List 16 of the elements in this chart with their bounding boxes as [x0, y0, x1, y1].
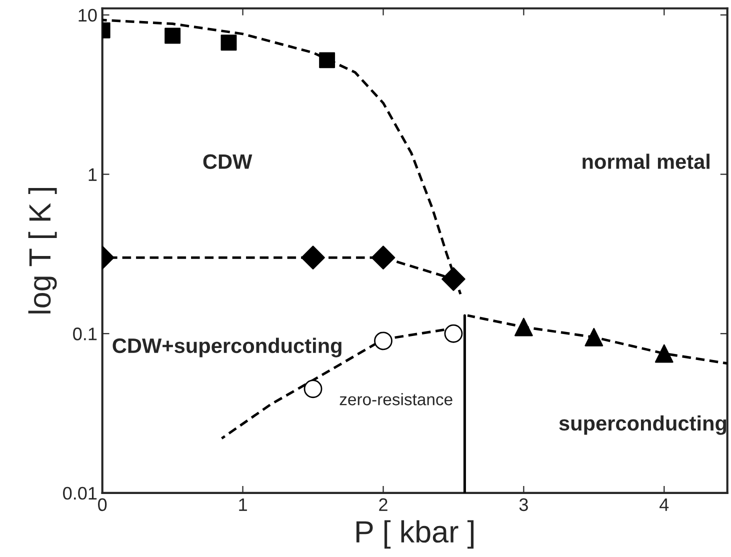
annotation: zero-resistance: [340, 393, 452, 406]
annotation: superconducting: [559, 415, 726, 435]
y-tick-label: 0.1: [73, 328, 97, 340]
x-axis-title: P [ kbar ]: [356, 520, 474, 549]
x-tick-label: 4: [660, 498, 669, 511]
y-axis-title: log T [ K ]: [28, 188, 57, 314]
y-tick-label: 1: [88, 168, 97, 181]
annotation: normal metal: [582, 154, 710, 170]
x-tick-label: 2: [379, 498, 388, 511]
y-tick-label: 10: [78, 8, 97, 22]
x-tick-label: 3: [519, 498, 528, 512]
annotation: CDW: [203, 154, 252, 170]
annotation: CDW+superconducting: [112, 338, 342, 358]
y-tick-label: 0.01: [63, 486, 97, 500]
x-tick-label: 1: [239, 498, 247, 511]
x-tick-label: 0: [98, 498, 107, 512]
